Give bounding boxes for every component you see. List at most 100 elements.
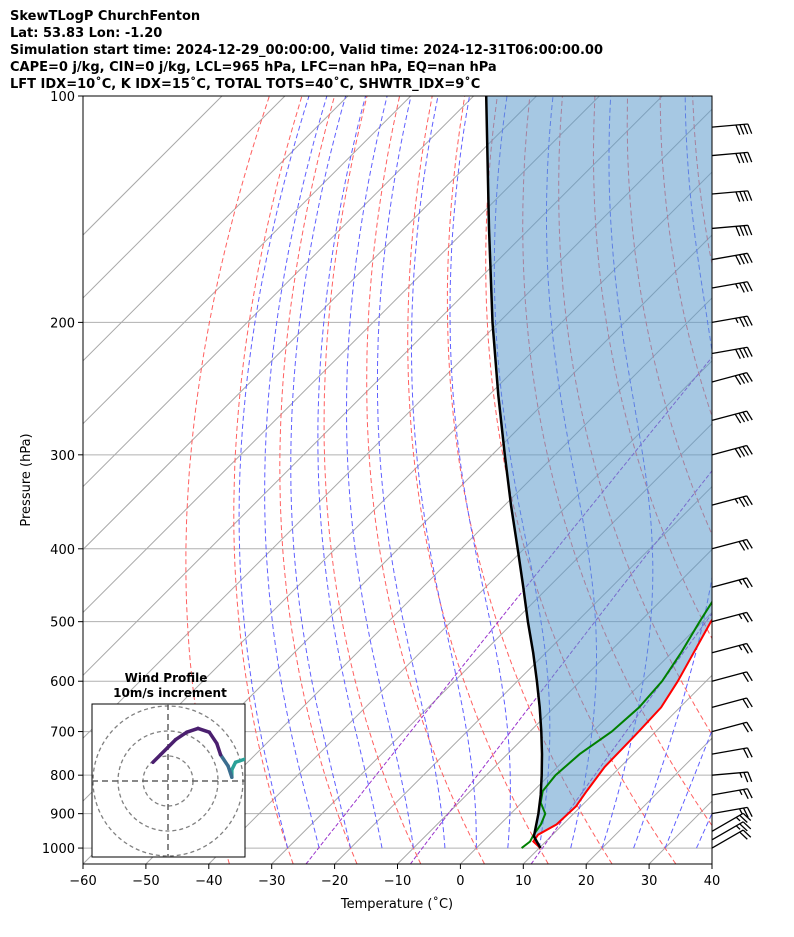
- barb-flag: [742, 722, 749, 733]
- barb-staff: [711, 224, 748, 230]
- wind-barb: [711, 410, 753, 424]
- hodograph-trace: [207, 730, 219, 746]
- barb-flag: [746, 410, 753, 421]
- barb-staff: [711, 642, 747, 654]
- barb-flag: [738, 497, 746, 508]
- x-tick-label: −40: [195, 874, 222, 889]
- barb-staff: [711, 771, 748, 776]
- barb-flag: [746, 372, 753, 382]
- dry-adiabat: [185, 96, 270, 864]
- barb-flag: [746, 253, 753, 263]
- barb-flag: [746, 346, 753, 357]
- barb-flag: [746, 807, 753, 818]
- dry-adiabat: [366, 96, 485, 864]
- barb-flag: [747, 190, 753, 201]
- wind-barb: [711, 806, 753, 818]
- dry-adiabat: [279, 96, 358, 864]
- barb-flag: [742, 807, 749, 818]
- y-tick-label: 900: [50, 808, 75, 823]
- barb-flag: [746, 747, 753, 758]
- barb-flag: [742, 789, 749, 800]
- hodograph-trace: [173, 730, 189, 742]
- barb-staff: [711, 577, 747, 588]
- barb-flag: [738, 374, 746, 384]
- barb-flag: [742, 540, 749, 550]
- barb-flag: [746, 721, 753, 732]
- moist-adiabat: [411, 96, 477, 849]
- barb-flag: [742, 613, 749, 623]
- temperature-line: [531, 618, 712, 849]
- wind-barb: [711, 315, 753, 328]
- moist-adiabat: [290, 96, 351, 849]
- dry-adiabat: [758, 96, 794, 864]
- barb-staff: [711, 747, 748, 755]
- barb-flag: [739, 823, 748, 832]
- barb-flag: [738, 447, 746, 457]
- dry-adiabat: [790, 96, 794, 864]
- barb-flag: [747, 771, 753, 782]
- barb-flag: [743, 124, 749, 135]
- isotherm-line: [83, 96, 474, 488]
- isotherm-line: [522, 674, 712, 864]
- barb-flag: [739, 152, 745, 164]
- barb-flag: [734, 448, 742, 458]
- x-tick-label: −50: [132, 874, 159, 889]
- hodograph-subtitle: 10m/s increment: [113, 686, 227, 700]
- moist-adiabat: [346, 96, 414, 849]
- moist-adiabat: [264, 96, 328, 849]
- barb-flag: [746, 539, 753, 549]
- hodograph-trace: [196, 726, 212, 734]
- barb-flag: [738, 412, 746, 423]
- barb-flag: [742, 373, 749, 383]
- wind-barb: [711, 577, 753, 589]
- barb-flag: [743, 152, 749, 163]
- hodograph-trace: [151, 752, 163, 764]
- x-tick-label: −20: [321, 874, 348, 889]
- wind-barb: [711, 821, 752, 841]
- y-tick-label: 1000: [42, 842, 75, 857]
- barb-half-flag: [735, 816, 741, 822]
- moist-adiabat: [633, 96, 712, 849]
- isotherm-line: [83, 96, 286, 299]
- wind-barb: [711, 788, 753, 800]
- wind-barb: [711, 371, 753, 385]
- barb-half-flag: [738, 614, 743, 620]
- barb-flag: [735, 191, 741, 202]
- barb-half-flag: [739, 772, 743, 778]
- hodograph-trace: [158, 745, 170, 757]
- barb-half-flag: [738, 579, 743, 585]
- hodograph-trace: [185, 726, 200, 734]
- dry-adiabat: [233, 96, 303, 864]
- wind-barb: [711, 747, 753, 759]
- isotherm-line: [775, 96, 794, 864]
- barb-staff: [711, 697, 747, 708]
- hodograph-trace: [218, 752, 230, 768]
- dry-adiabat: [446, 96, 613, 864]
- barb-flag: [742, 446, 749, 456]
- barb-flag: [742, 748, 749, 759]
- moist-adiabat: [728, 96, 794, 848]
- wind-barb: [711, 190, 753, 202]
- wind-barb: [711, 252, 753, 266]
- barb-staff: [711, 495, 747, 506]
- y-tick-label: 800: [50, 769, 75, 784]
- barb-flag: [742, 578, 749, 589]
- isotherm-line: [83, 96, 223, 236]
- barb-flag: [738, 254, 745, 265]
- dry-adiabat: [407, 96, 549, 864]
- moist-adiabat: [238, 96, 310, 849]
- moist-adiabat: [449, 96, 511, 849]
- barb-staff: [711, 281, 748, 289]
- barb-flag: [742, 347, 749, 358]
- barb-staff: [711, 821, 744, 841]
- barb-flag: [735, 226, 741, 237]
- hodograph-trace: [215, 741, 223, 757]
- barb-flag: [734, 413, 742, 424]
- barb-flag: [742, 644, 749, 654]
- dry-adiabat: [323, 96, 422, 864]
- x-tick-label: 10: [515, 874, 532, 889]
- barb-flag: [746, 315, 753, 326]
- barb-flag: [742, 282, 749, 293]
- wind-barb: [711, 123, 753, 135]
